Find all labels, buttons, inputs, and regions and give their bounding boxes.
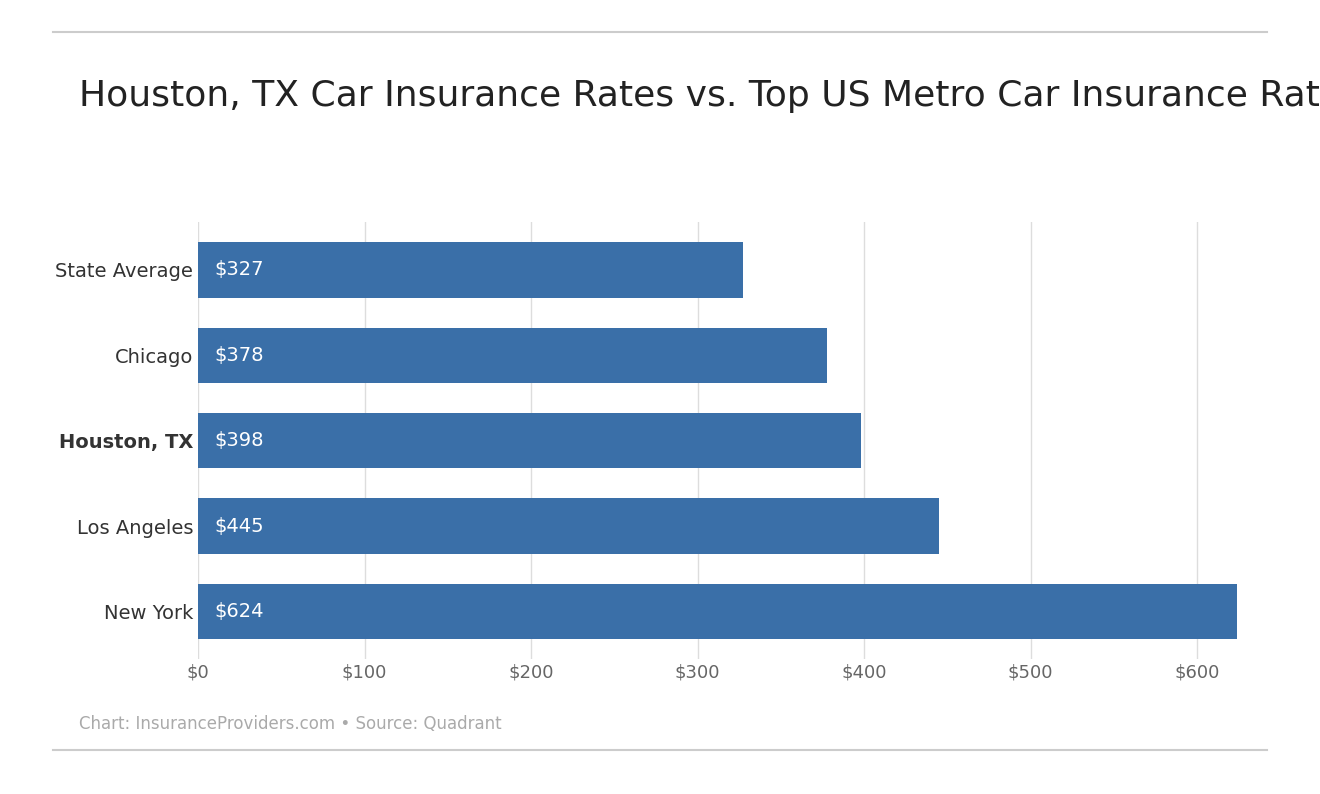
Text: Houston, TX Car Insurance Rates vs. Top US Metro Car Insurance Rates: Houston, TX Car Insurance Rates vs. Top … (79, 79, 1320, 114)
Text: $327: $327 (215, 260, 264, 279)
Bar (198, 413, 861, 468)
Text: $378: $378 (215, 346, 264, 364)
Bar (198, 499, 939, 553)
Text: $624: $624 (215, 602, 264, 621)
Bar (198, 328, 828, 383)
Text: $445: $445 (215, 517, 264, 535)
Text: $398: $398 (215, 431, 264, 450)
Bar (198, 242, 743, 298)
Text: Chart: InsuranceProviders.com • Source: Quadrant: Chart: InsuranceProviders.com • Source: … (79, 715, 502, 733)
Bar (198, 584, 1237, 639)
